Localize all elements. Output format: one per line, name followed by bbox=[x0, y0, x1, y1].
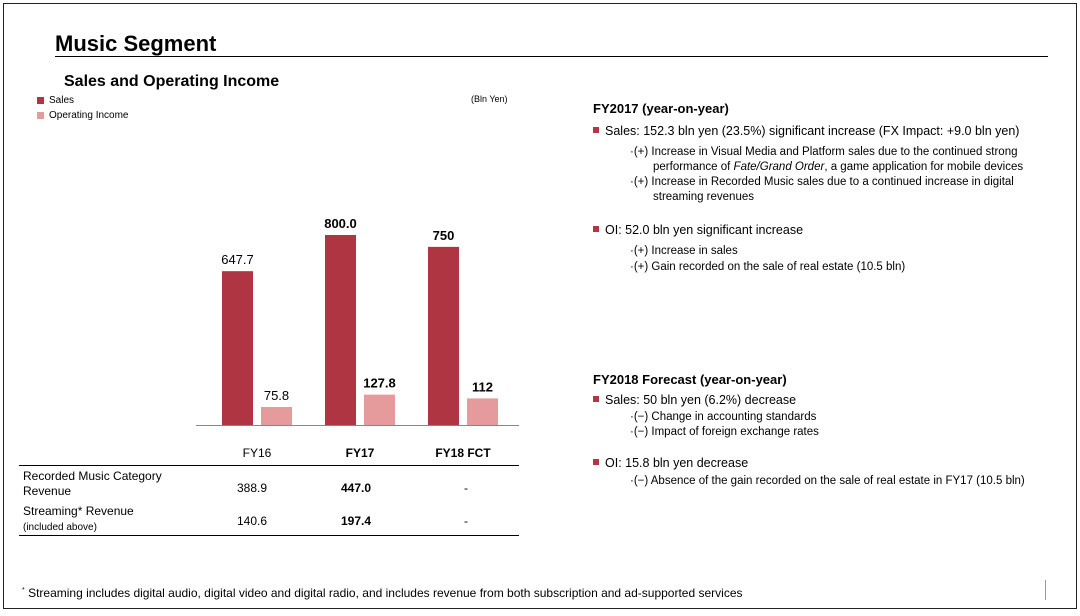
fy2018-sales-bullet: Sales: 50 bln yen (6.2%) decrease bbox=[593, 393, 796, 407]
data-label: 800.0 bbox=[324, 216, 357, 231]
footnote-text: Streaming includes digital audio, digita… bbox=[24, 586, 743, 600]
cell-fy18: - bbox=[464, 514, 468, 528]
fy2018-oi-bullet: OI: 15.8 bln yen decrease bbox=[593, 456, 748, 470]
sub-line: ·(+) Increase in Visual Media and Platfo… bbox=[630, 146, 1018, 158]
row-label-line1: Recorded Music Category bbox=[23, 469, 162, 483]
bar-sales-fy16 bbox=[222, 271, 253, 425]
bar-oi-fy18-fct bbox=[467, 398, 498, 425]
table-top-rule bbox=[19, 465, 519, 466]
sub-line: streaming revenues bbox=[653, 191, 754, 203]
page-title: Music Segment bbox=[55, 31, 217, 56]
cell-fy17: 447.0 bbox=[340, 481, 372, 495]
bar-chart: 647.7 800.0 750 75.8 127.8 112 FY16 FY17 FY18 FC… bbox=[196, 216, 519, 460]
row-label-line2: (included above) bbox=[23, 519, 134, 535]
legend-item-sales: Sales bbox=[37, 93, 129, 108]
fy2018-oi-text: OI: 15.8 bln yen decrease bbox=[605, 456, 749, 470]
fy2017-sales-sub1: ·(+) Increase in Visual Media and Platfo… bbox=[630, 145, 1023, 175]
data-label: 647.7 bbox=[221, 252, 254, 267]
fy2017-sales-bullet: Sales: 152.3 bln yen (23.5%) significant… bbox=[593, 124, 1019, 138]
legend-item-oi: Operating Income bbox=[37, 108, 129, 123]
bar-oi-fy16 bbox=[261, 406, 292, 425]
legend-swatch-oi bbox=[37, 112, 44, 119]
cell-fy17: 197.4 bbox=[340, 514, 372, 528]
cell-fy18: - bbox=[464, 481, 468, 495]
table-bottom-rule bbox=[19, 535, 519, 536]
fy2017-sales-text: Sales: 152.3 bln yen (23.5%) significant… bbox=[605, 124, 1020, 138]
legend-label-sales: Sales bbox=[49, 95, 75, 106]
data-label: 75.8 bbox=[264, 388, 289, 403]
x-tick-label: FY17 bbox=[346, 446, 375, 460]
row-label: Recorded Music Category Revenue bbox=[23, 469, 162, 499]
x-tick-label: FY18 FCT bbox=[435, 446, 491, 460]
fy2017-sales-sub2: ·(+) Increase in Recorded Music sales du… bbox=[630, 175, 1014, 205]
fy2018-heading: FY2018 Forecast (year-on-year) bbox=[593, 372, 787, 387]
fy2017-oi-bullet: OI: 52.0 bln yen significant increase bbox=[593, 223, 803, 237]
row-label: Streaming* Revenue (included above) bbox=[23, 504, 134, 535]
fy2017-heading: FY2017 (year-on-year) bbox=[593, 101, 729, 116]
bullet-square-icon bbox=[593, 396, 599, 402]
bullet-square-icon bbox=[593, 127, 599, 133]
data-label: 127.8 bbox=[363, 376, 396, 391]
cell-fy16: 388.9 bbox=[236, 481, 268, 495]
page-marker-divider bbox=[1045, 580, 1046, 600]
game-title: Fate/Grand Order bbox=[733, 161, 825, 173]
bullet-square-icon bbox=[593, 226, 599, 232]
sub-text: , a game application for mobile devices bbox=[824, 161, 1024, 173]
sub-line: performance of Fate/Grand Order, a game … bbox=[630, 160, 1023, 175]
sub-text: performance of bbox=[653, 161, 734, 173]
bar-oi-fy17 bbox=[364, 394, 395, 425]
chart-subtitle: Sales and Operating Income bbox=[64, 73, 280, 90]
unit-label: (Bln Yen) bbox=[471, 94, 508, 104]
data-label: 750 bbox=[433, 228, 455, 243]
fy2018-sales-text: Sales: 50 bln yen (6.2%) decrease bbox=[605, 393, 797, 407]
bar-sales-fy18-fct bbox=[428, 246, 459, 425]
fy2017-oi-text: OI: 52.0 bln yen significant increase bbox=[605, 223, 804, 237]
bar-sales-fy17 bbox=[325, 235, 356, 425]
bullet-square-icon bbox=[593, 459, 599, 465]
legend-label-oi: Operating Income bbox=[49, 110, 129, 121]
fy2017-oi-sub1: ·(+) Increase in sales bbox=[630, 245, 738, 257]
row-label-line1: Streaming* Revenue bbox=[23, 504, 134, 518]
data-label: 112 bbox=[472, 379, 493, 394]
row-label-note: (included above) bbox=[23, 522, 97, 533]
sub-line: ·(+) Increase in Recorded Music sales du… bbox=[630, 176, 1014, 188]
x-tick-label: FY16 bbox=[243, 446, 272, 460]
footnote-mark: * bbox=[22, 587, 25, 594]
fy2018-sales-sub2: ·(−) Impact of foreign exchange rates bbox=[630, 426, 819, 438]
title-divider bbox=[55, 56, 1048, 57]
fy2018-sales-sub1: ·(−) Change in accounting standards bbox=[630, 411, 817, 423]
chart-legend: Sales Operating Income bbox=[37, 93, 129, 123]
fy2018-oi-sub1: ·(−) Absence of the gain recorded on the… bbox=[630, 475, 1025, 487]
legend-swatch-sales bbox=[37, 97, 44, 104]
cell-fy16: 140.6 bbox=[236, 514, 268, 528]
row-label-line2: Revenue bbox=[23, 484, 72, 498]
fy2017-oi-sub2: ·(+) Gain recorded on the sale of real e… bbox=[630, 261, 906, 273]
footnote: * Streaming includes digital audio, digi… bbox=[22, 586, 743, 600]
slide: Music Segment Sales and Operating Income… bbox=[3, 3, 1077, 609]
